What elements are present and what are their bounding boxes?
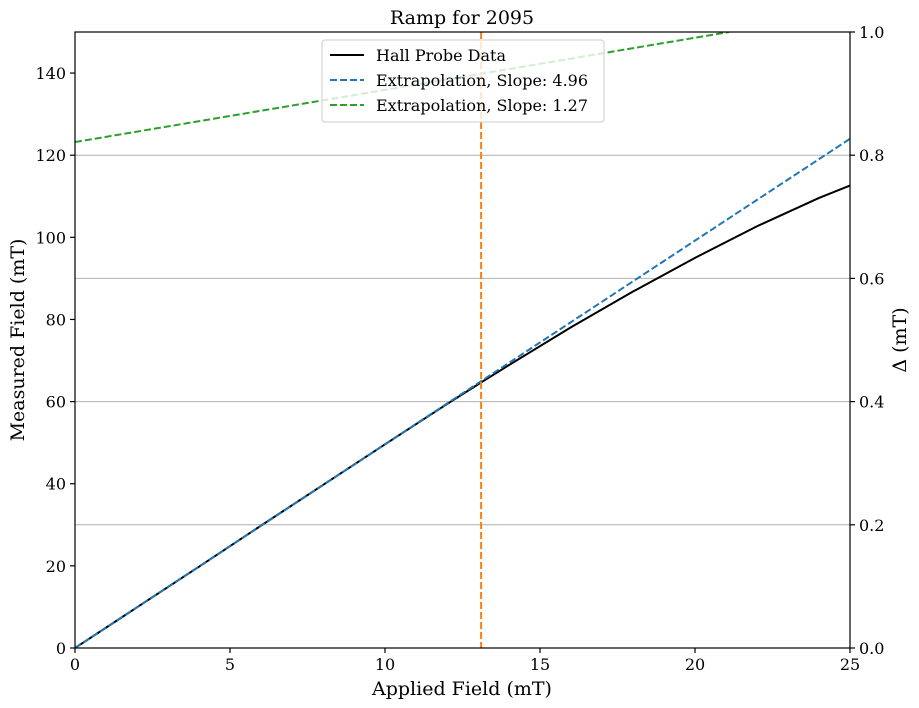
series-group bbox=[75, 32, 850, 648]
y-tick-label: 0 bbox=[56, 639, 66, 658]
x-tick-label: 20 bbox=[685, 655, 705, 674]
y-tick-label: 60 bbox=[46, 393, 66, 412]
legend-label-2: Extrapolation, Slope: 1.27 bbox=[376, 96, 588, 115]
y-right-tick-label: 0.6 bbox=[859, 269, 884, 288]
x-tick-label: 10 bbox=[375, 655, 395, 674]
x-tick-label: 25 bbox=[840, 655, 860, 674]
x-tick-label: 5 bbox=[225, 655, 235, 674]
x-axis-title: Applied Field (mT) bbox=[371, 678, 552, 700]
y-tick-label: 140 bbox=[35, 64, 66, 83]
series-line-1 bbox=[75, 137, 850, 648]
plot-frame bbox=[74, 31, 851, 649]
y-tick-label: 120 bbox=[35, 146, 66, 165]
y-tick-label: 100 bbox=[35, 228, 66, 247]
chart-title: Ramp for 2095 bbox=[390, 7, 534, 29]
grid-lines bbox=[75, 154, 850, 526]
y-right-tick-label: 0.2 bbox=[859, 516, 884, 535]
y-right-tick-label: 0.0 bbox=[859, 639, 884, 658]
y-axis-title: Measured Field (mT) bbox=[7, 239, 29, 442]
legend-box bbox=[321, 39, 605, 123]
y-tick-label: 20 bbox=[46, 557, 66, 576]
legend-label-0: Hall Probe Data bbox=[376, 46, 506, 65]
axes: 0 5 10 15 20 25 0 20 40 60 80 100 120 140 0.0 0.2 0.4 0.6… bbox=[35, 23, 884, 674]
y-axis-right-title: Δ (mT) bbox=[889, 307, 911, 372]
y-right-tick-label: 1.0 bbox=[859, 23, 884, 42]
y-right-tick-label: 0.4 bbox=[859, 393, 884, 412]
legend-label-1: Extrapolation, Slope: 4.96 bbox=[376, 71, 588, 90]
legend: Hall Probe Data Extrapolation, Slope: 4.9… bbox=[321, 39, 605, 123]
x-tick-label: 15 bbox=[530, 655, 550, 674]
y-right-tick-label: 0.8 bbox=[859, 146, 884, 165]
y-tick-label: 80 bbox=[46, 310, 66, 329]
y-tick-label: 40 bbox=[46, 475, 66, 494]
x-tick-label: 0 bbox=[70, 655, 80, 674]
series-line-0 bbox=[75, 184, 850, 648]
